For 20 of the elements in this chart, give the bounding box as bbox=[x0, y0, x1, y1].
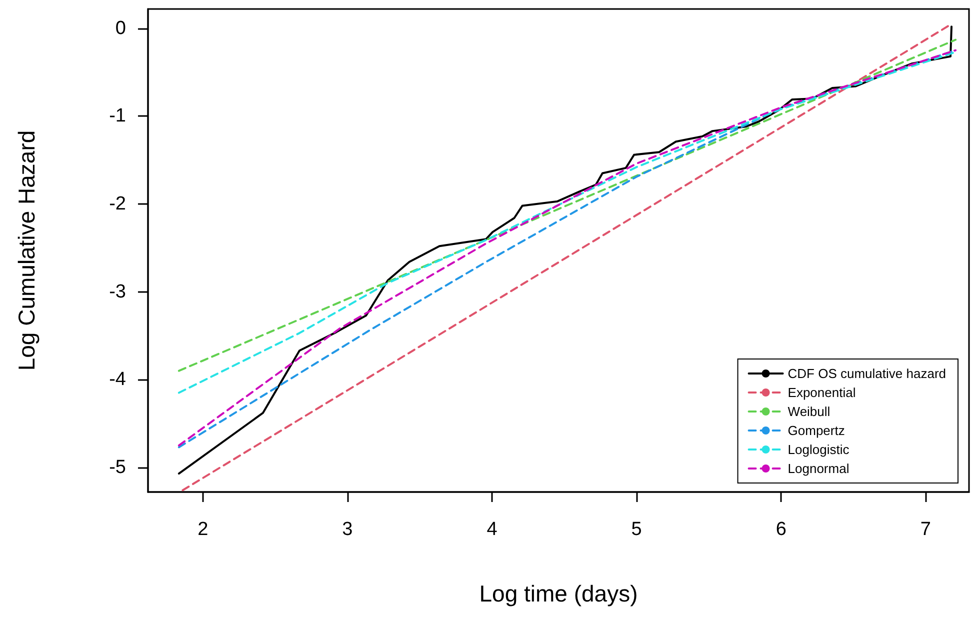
legend-label: CDF OS cumulative hazard bbox=[788, 366, 946, 381]
x-tick-label: 3 bbox=[342, 519, 353, 540]
x-tick-label: 6 bbox=[776, 519, 786, 540]
x-tick-label: 4 bbox=[486, 519, 498, 540]
y-axis-title: Log Cumulative Hazard bbox=[14, 130, 40, 371]
y-tick-label: -1 bbox=[109, 106, 126, 127]
legend-label: Lognormal bbox=[788, 461, 850, 476]
y-tick-label: -2 bbox=[109, 193, 126, 214]
legend-label: Gompertz bbox=[788, 423, 845, 438]
x-tick-label: 5 bbox=[631, 519, 642, 540]
y-tick-label: 0 bbox=[115, 18, 126, 39]
x-tick-label: 7 bbox=[920, 519, 931, 540]
legend-label: Weibull bbox=[788, 404, 830, 419]
legend-label: Exponential bbox=[788, 385, 856, 400]
x-tick-label: 2 bbox=[198, 519, 208, 540]
y-tick-label: -3 bbox=[109, 281, 126, 302]
y-tick-label: -5 bbox=[109, 456, 126, 478]
x-axis-title: Log time (days) bbox=[479, 580, 638, 606]
legend-label: Loglogistic bbox=[788, 442, 850, 457]
y-tick-label: -4 bbox=[109, 369, 126, 390]
